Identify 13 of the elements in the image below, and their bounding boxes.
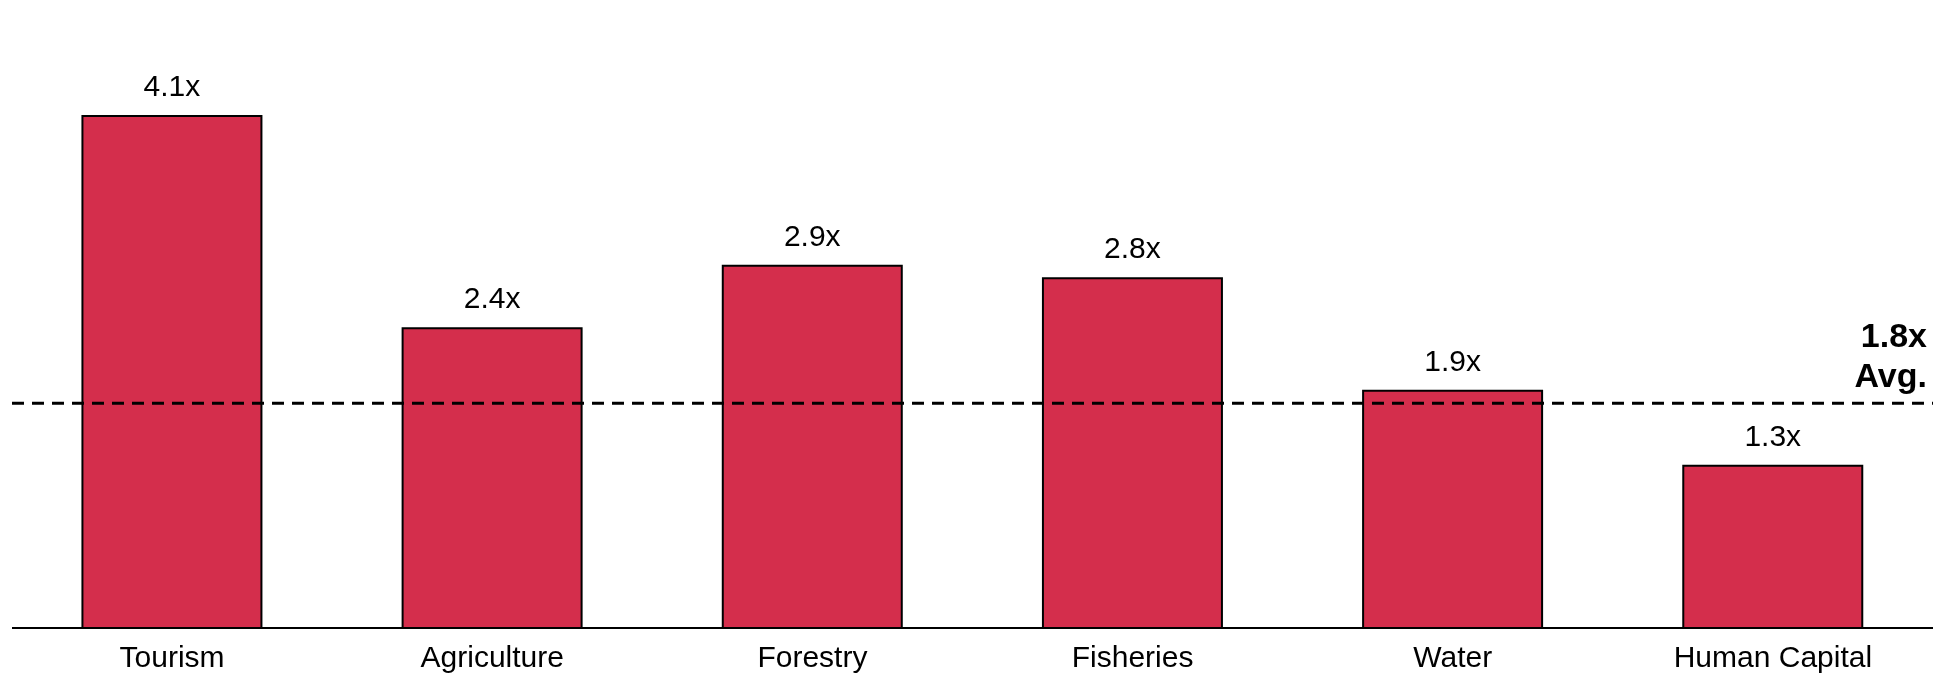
x-tick-label: Human Capital xyxy=(1673,640,1873,674)
x-tick-label: Fisheries xyxy=(1071,640,1194,674)
data-label: 1.3x xyxy=(1744,418,1802,452)
x-tick-label: Water xyxy=(1413,640,1493,674)
data-label: 2.9x xyxy=(783,218,841,252)
x-tick-label: Forestry xyxy=(757,640,868,674)
data-label: 4.1x xyxy=(143,69,201,102)
x-tick-label: Tourism xyxy=(119,640,225,674)
x-tick-label: Agriculture xyxy=(420,640,564,674)
data-label: 2.8x xyxy=(1104,231,1161,265)
data-label: 1.9x xyxy=(1424,343,1481,377)
data-label: 2.4x xyxy=(463,281,521,315)
ref-line-label: 1.8x Avg. xyxy=(1854,316,1928,395)
